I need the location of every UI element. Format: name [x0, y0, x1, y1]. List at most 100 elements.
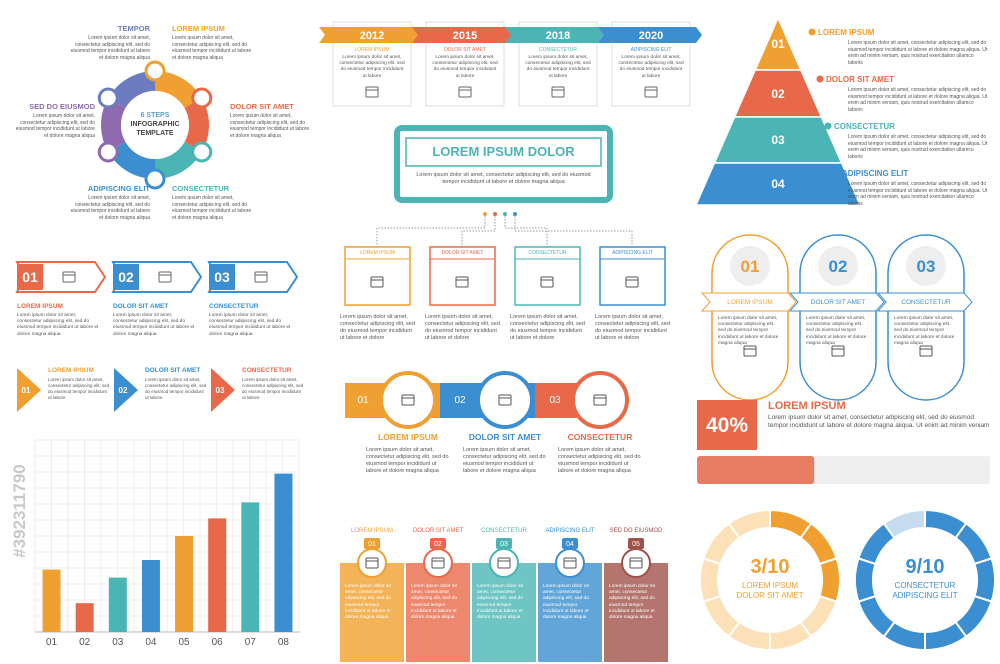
row-title: DOLOR SIT AMET: [468, 432, 542, 442]
x-tick-label: 03: [112, 637, 124, 648]
icon: [831, 345, 845, 357]
donut-label: CONSECTETUR: [894, 581, 956, 590]
org-dot: [493, 212, 497, 216]
column-number-tag: [430, 538, 446, 549]
capsule-number: 01: [740, 257, 760, 276]
capsule-title: CONSECTETUR: [901, 299, 951, 306]
step-title: CONSECTETUR: [209, 303, 259, 310]
step-text: Lorem ipsum dolor sit amet, consectetur …: [48, 377, 110, 400]
pyramid-title: DOLOR SIT AMET: [826, 75, 895, 84]
triangle-tag: [17, 368, 41, 412]
icon: [743, 345, 757, 357]
row-circle: [571, 371, 629, 429]
number-tag: [113, 264, 139, 290]
x-tick-label: 04: [145, 637, 157, 648]
pyramid-number: 02: [771, 86, 785, 101]
org-box: [514, 246, 581, 306]
year: 2015: [452, 30, 478, 42]
bar: [175, 536, 194, 632]
column-block: [340, 563, 404, 662]
pyramid-number: 01: [771, 37, 785, 51]
bar: [274, 473, 293, 632]
column-number: 05: [632, 541, 640, 548]
org-dot: [513, 212, 517, 216]
step-title: DOLOR SIT AMET: [230, 102, 294, 111]
capsule-title: DOLOR SIT AMET: [810, 299, 866, 306]
step-number: 03: [214, 269, 230, 285]
step-text: Lorem ipsum dolor sit amet, consectetur …: [242, 377, 304, 400]
org-box-label: ADIPISCING ELIT: [612, 250, 653, 256]
step-text: Lorem ipsum dolor sit amet, consectetur …: [15, 113, 95, 139]
pyramid-title: CONSECTETUR: [834, 122, 895, 131]
step-title: LOREM IPSUM: [17, 303, 63, 310]
timeline-text: Lorem ipsum dolor sit amet, consectetur …: [339, 55, 405, 79]
row-text: Lorem ipsum dolor sit amet, consectetur …: [366, 447, 449, 475]
row-text: Lorem ipsum dolor sit amet, consectetur …: [558, 447, 641, 475]
progress-title: LOREM IPSUM: [768, 400, 846, 412]
number-tag: [209, 264, 235, 290]
column-block: [406, 563, 470, 662]
capsule-number: 03: [916, 257, 936, 276]
timeline-label: LOREM IPSUM: [354, 47, 390, 53]
org-box: [599, 246, 666, 306]
year-banner: [598, 27, 702, 43]
progress-value: 40%: [705, 414, 749, 437]
capsule-banner: [788, 292, 885, 312]
timeline-label: DOLOR SIT AMET: [444, 47, 486, 53]
row-title: LOREM IPSUM: [378, 432, 438, 442]
column-number: 03: [500, 541, 508, 548]
watermark: #392311790: [9, 464, 29, 558]
step-text: Lorem ipsum dolor sit amet, consectetur …: [145, 377, 207, 400]
donut-label: LOREM IPSUM: [741, 581, 798, 590]
column-text: Lorem ipsum dolor sit amet, consectetur …: [543, 584, 589, 621]
org-text: Lorem ipsum dolor sit amet, consectetur …: [416, 172, 591, 186]
org-box-label: LOREM IPSUM: [359, 250, 395, 256]
column-title: LOREM IPSUM: [350, 528, 393, 534]
triangle-tag: [211, 368, 235, 412]
icon: [455, 276, 469, 288]
center-label: INFOGRAPHIC: [130, 121, 180, 128]
x-tick-label: 05: [178, 637, 190, 648]
donut-segment: [882, 508, 926, 540]
capsule-title: LOREM IPSUM: [727, 299, 773, 306]
step-text: Lorem ipsum dolor sit amet, consectetur …: [230, 113, 310, 139]
row-number: 01: [357, 395, 369, 406]
ring-node: [97, 87, 119, 109]
row-title: CONSECTETUR: [567, 432, 633, 442]
icon: [365, 86, 379, 98]
capsule-circle: [730, 246, 770, 286]
center-circle: [121, 91, 189, 159]
ring-node: [191, 141, 213, 163]
org-box-text: Lorem ipsum dolor sit amet, consectetur …: [425, 314, 500, 342]
column-number-tag: [562, 538, 578, 549]
icon: [401, 394, 415, 406]
column-block: [538, 563, 602, 662]
row-circle: [379, 371, 437, 429]
x-tick-label: 06: [211, 637, 223, 648]
ring-segment: [184, 98, 209, 152]
ring-node: [191, 87, 213, 109]
icon: [498, 394, 512, 406]
donut-label: ADIPISCING ELIT: [892, 591, 958, 600]
icon: [919, 345, 933, 357]
pyramid-dot: [824, 122, 832, 130]
bar: [141, 560, 160, 632]
org-box-text: Lorem ipsum dolor sit amet, consectetur …: [595, 314, 670, 342]
step-title: LOREM IPSUM: [172, 24, 225, 33]
column-icon-circle: [423, 548, 453, 578]
column-title: SED DO EIUSMOD: [609, 528, 663, 534]
capsule-circle: [818, 246, 858, 286]
pyramid-band: [694, 162, 862, 206]
org-connector: [461, 216, 496, 247]
step-number: 02: [118, 269, 134, 285]
column-title: ADIPISCING ELIT: [545, 528, 595, 534]
step-text: Lorem ipsum dolor sit amet, consectetur …: [113, 313, 195, 337]
capsule-circle: [906, 246, 946, 286]
step-title: CONSECTETUR: [172, 184, 230, 193]
bar: [75, 603, 94, 632]
capsule-text: Lorem ipsum dolor sit amet, consectetur …: [718, 316, 779, 346]
icon: [563, 557, 577, 569]
capsule-text: Lorem ipsum dolor sit amet, consectetur …: [894, 316, 955, 346]
step-number: 01: [21, 386, 31, 395]
